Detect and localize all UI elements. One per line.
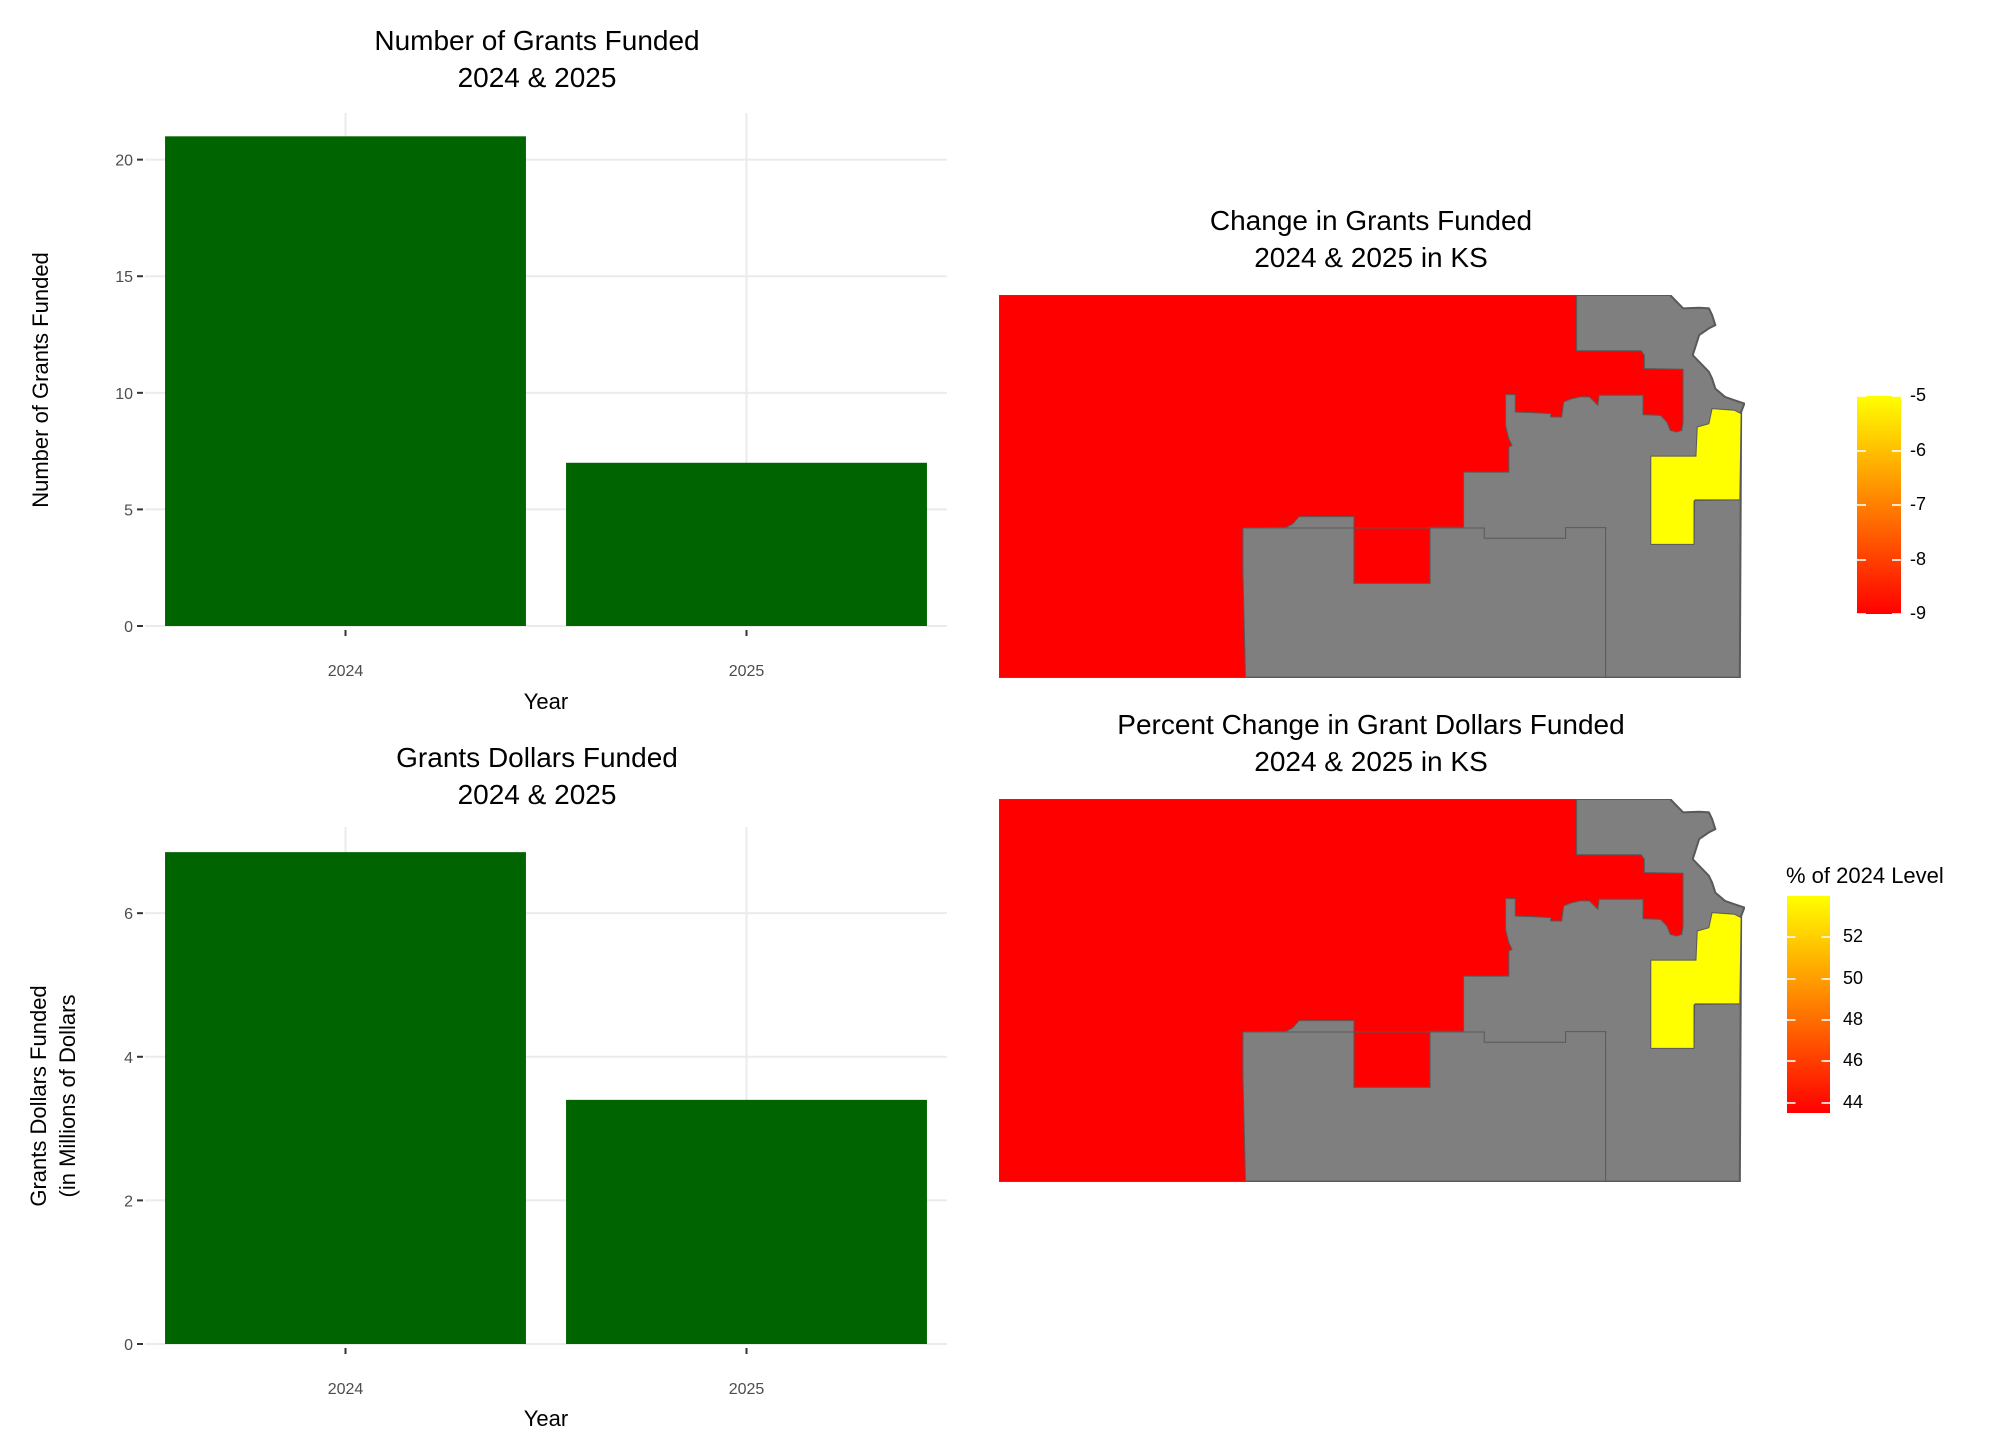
y-tick-label: 5 — [124, 502, 133, 519]
legend-tick-label: -5 — [1910, 385, 1927, 405]
legend-tick-label: 48 — [1843, 1009, 1864, 1029]
region-east-central — [1651, 913, 1741, 1049]
legend-colorbar-2 — [1787, 896, 1830, 1113]
map-grants-change — [999, 295, 1745, 678]
legend-tick-label: 52 — [1843, 926, 1864, 947]
region-western — [999, 799, 1683, 1182]
title-line: 2024 & 2025 — [457, 779, 617, 810]
y-tick-label: 6 — [124, 906, 133, 923]
legend-tick-label: 50 — [1843, 967, 1864, 988]
map-dollars-percent — [999, 799, 1745, 1182]
bar-2025 — [566, 1099, 927, 1344]
y-tick-label: 2 — [124, 1193, 133, 1210]
x-tick-label: 2024 — [328, 1381, 364, 1398]
bar-2024 — [165, 852, 526, 1344]
legend-tick-label: -6 — [1910, 439, 1927, 460]
y-tick-label: 15 — [115, 269, 133, 286]
y-tick-label: 4 — [124, 1050, 133, 1067]
title-line: Number of Grants Funded — [374, 25, 700, 56]
x-tick-label: 2024 — [328, 663, 364, 680]
legend-tick-label: -9 — [1910, 603, 1927, 623]
legend-tick — [1787, 936, 1830, 939]
legend-tick — [1857, 395, 1901, 397]
title-line: 2024 & 2025 in KS — [1254, 746, 1488, 777]
legend-title-2: % of 2024 Level — [1786, 863, 1944, 888]
legend-tick-label: -7 — [1910, 494, 1927, 514]
legend-tick-label: -8 — [1910, 548, 1927, 569]
y-tick-label: 20 — [115, 153, 133, 170]
bar-chart-grants-count: 0 5 10 15 20 2024 2025 Year Number of Grants Fun… — [28, 113, 947, 714]
bar-2025 — [566, 462, 927, 626]
bar-2024 — [165, 136, 526, 626]
district-boundaries — [1243, 799, 1740, 1182]
title-line: Change in Grants Funded — [1209, 205, 1533, 236]
map-2-title: Percent Change in Grant Dollars Funded 2… — [1117, 706, 1624, 780]
x-tick-label: 2025 — [729, 1381, 765, 1398]
title-line: 2024 & 2025 in KS — [1254, 242, 1488, 273]
legend-tick-label: 46 — [1843, 1050, 1864, 1071]
legend-tick — [1787, 977, 1830, 980]
x-axis-title: Year — [524, 1406, 568, 1431]
district-boundaries — [1243, 295, 1740, 678]
legend-tick-label: 44 — [1843, 1091, 1864, 1112]
bar-chart-grants-dollars: 0 2 4 6 2024 2025 Year Grants Dollars Funded (in… — [26, 827, 947, 1431]
x-tick-label: 2025 — [729, 663, 765, 680]
y-axis-title: Number of Grants Funded — [28, 252, 53, 508]
bar-chart-2-title: Grants Dollars Funded 2024 & 2025 — [396, 739, 678, 813]
legend-tick — [1857, 558, 1901, 561]
title-line: Percent Change in Grant Dollars Funded — [1117, 709, 1625, 740]
legend-tick — [1857, 613, 1901, 615]
x-axis-title: Year — [524, 689, 568, 714]
region-east-central — [1651, 409, 1741, 545]
y-tick-label: 10 — [115, 386, 133, 403]
bar-chart-1-title: Number of Grants Funded 2024 & 2025 — [374, 22, 699, 96]
y-tick-label: 0 — [124, 1337, 133, 1354]
legend-tick — [1857, 449, 1901, 452]
legend-tick — [1787, 1060, 1830, 1063]
y-axis-title-line2: (in Millions of Dollars — [55, 995, 80, 1198]
region-western — [999, 295, 1683, 678]
legend-tick — [1857, 504, 1901, 506]
legend-tick — [1787, 1019, 1830, 1021]
y-axis-title: Grants Dollars Funded — [26, 985, 51, 1206]
y-tick-label: 0 — [124, 619, 133, 636]
map-1-title: Change in Grants Funded 2024 & 2025 in K… — [1210, 202, 1532, 276]
title-line: 2024 & 2025 — [457, 62, 617, 93]
legend-tick — [1787, 1101, 1830, 1104]
title-line: Grants Dollars Funded — [396, 742, 678, 773]
